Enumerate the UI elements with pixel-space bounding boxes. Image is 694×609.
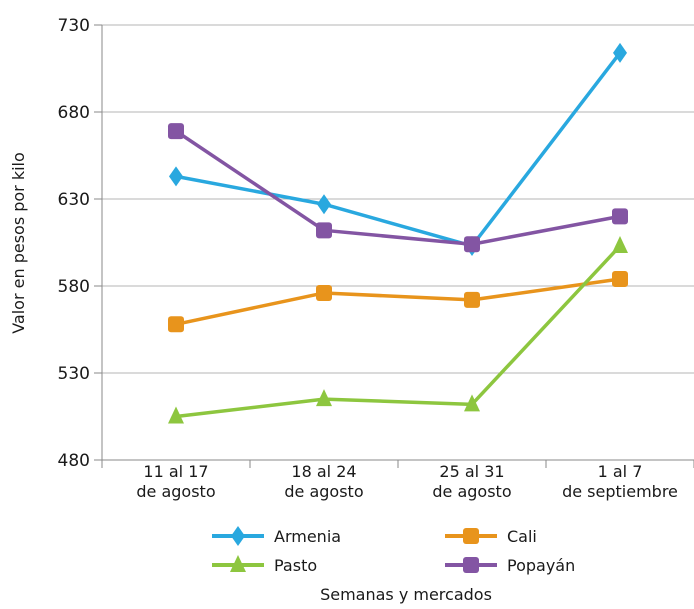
data-point [464, 236, 480, 253]
legend-item-armenia: Armenia [212, 526, 341, 546]
series-popayán [168, 123, 628, 253]
x-tick-label: 25 al 31 [439, 462, 504, 481]
y-tick-label: 630 [58, 190, 90, 210]
legend-marker [463, 528, 479, 544]
x-tick-label: 11 al 17 [143, 462, 208, 481]
y-tick-label: 530 [58, 364, 90, 384]
y-tick-label: 480 [58, 451, 90, 471]
x-tick-label: de agosto [432, 482, 511, 501]
x-tick-label: de septiembre [562, 482, 678, 501]
legend-item-pasto: Pasto [212, 555, 317, 575]
y-axis: 480 530 580 630 680 730 [58, 16, 102, 471]
data-point [316, 284, 332, 301]
data-point [168, 123, 184, 140]
legend-item-cali: Cali [445, 527, 537, 546]
data-point [168, 406, 184, 424]
legend-item-popayán: Popayán [445, 556, 575, 575]
legend-marker [230, 555, 246, 572]
y-axis-label: Valor en pesos por kilo [9, 152, 28, 334]
y-tick-label: 580 [58, 277, 90, 297]
plot-area [168, 42, 628, 424]
x-tick-label: 18 al 24 [291, 462, 356, 481]
data-point [316, 389, 332, 407]
grid [101, 24, 694, 461]
series-pasto [168, 235, 628, 424]
series-armenia [169, 42, 627, 256]
data-point [464, 291, 480, 308]
series-line [175, 277, 621, 326]
data-point [317, 194, 331, 215]
series-line [175, 51, 622, 248]
legend-marker [231, 526, 245, 546]
data-point [612, 235, 628, 253]
data-point [169, 166, 183, 187]
x-axis-label: Semanas y mercados [320, 585, 492, 604]
data-point [168, 316, 184, 333]
legend-label: Pasto [274, 556, 317, 575]
legend-label: Popayán [507, 556, 575, 575]
data-point [464, 394, 480, 412]
series-line [175, 244, 622, 419]
x-tick-label: 1 al 7 [598, 462, 643, 481]
legend: Armenia Cali Pasto Popayán [212, 526, 575, 575]
data-point [316, 222, 332, 239]
data-point [613, 42, 627, 63]
data-point [612, 208, 628, 225]
x-tick-label: de agosto [284, 482, 363, 501]
legend-label: Cali [507, 527, 537, 546]
series-cali [168, 271, 628, 333]
y-tick-label: 730 [58, 16, 90, 36]
y-tick-label: 680 [58, 103, 90, 123]
series-line [175, 129, 621, 246]
data-point [612, 271, 628, 288]
legend-marker [463, 557, 479, 573]
legend-label: Armenia [274, 527, 341, 546]
x-tick-label: de agosto [136, 482, 215, 501]
